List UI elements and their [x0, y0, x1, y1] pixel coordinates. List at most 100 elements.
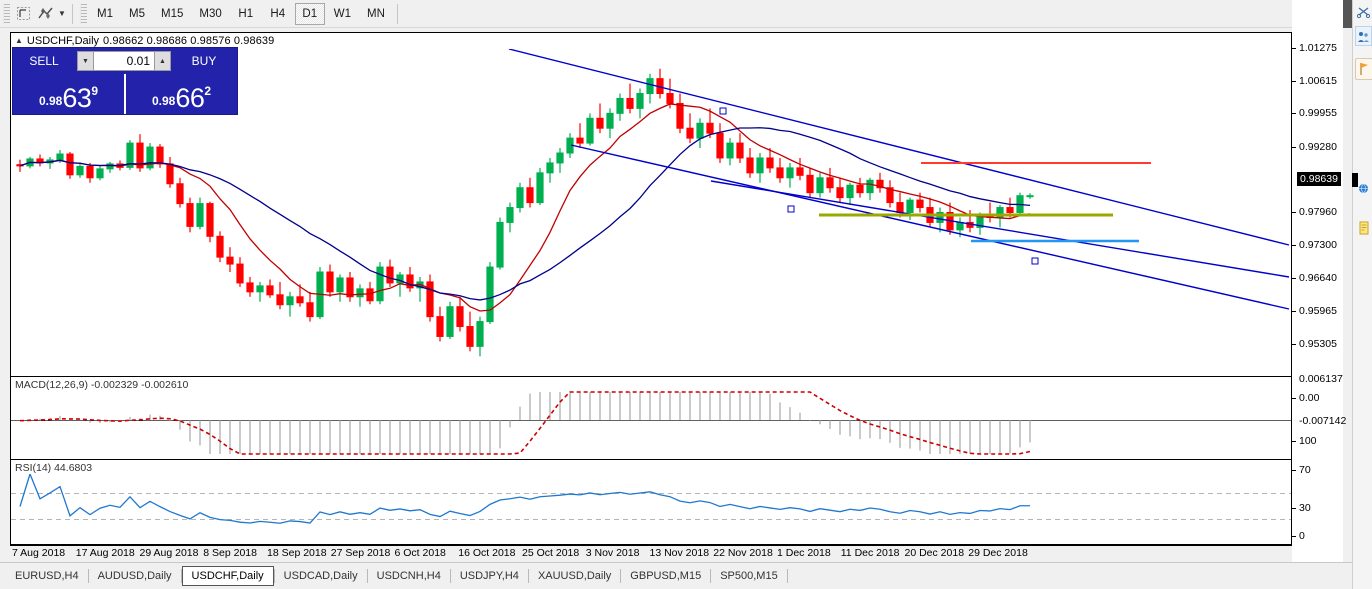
trendline-handle-0[interactable] — [719, 107, 727, 115]
volume-increase-icon[interactable]: ▲ — [154, 51, 171, 71]
timeframe-grip[interactable] — [80, 3, 87, 24]
tab-separator — [180, 569, 182, 583]
buy-button[interactable]: BUY — [191, 54, 217, 68]
trendline-lower[interactable] — [710, 180, 1290, 278]
timeframe-w1[interactable]: W1 — [333, 7, 351, 20]
sell-price[interactable]: 0.98 63 9 — [13, 74, 124, 114]
timeframe-d1[interactable]: D1 — [294, 2, 325, 25]
chart-tab-audusd-daily[interactable]: AUDUSD,Daily — [97, 570, 172, 582]
candle-body — [616, 97, 624, 114]
toolbar-separator-2 — [396, 3, 398, 24]
indicators-dropdown-caret-icon[interactable]: ▼ — [58, 9, 66, 18]
one-click-trading-panel[interactable]: SELL ▼ 0.01 ▲ BUY 0.98 63 9 0.98 66 2 — [12, 47, 238, 115]
candle-body — [266, 285, 274, 296]
crosshair-icon[interactable] — [12, 3, 34, 25]
candle-body — [716, 132, 724, 159]
tab-separator — [273, 569, 275, 583]
globe-icon[interactable] — [1355, 178, 1372, 198]
trendline-handle-1[interactable] — [787, 205, 795, 213]
price-tick-label: 0.99280 — [1299, 140, 1337, 153]
macd-label: MACD(12,26,9) -0.002329 -0.002610 — [15, 379, 192, 391]
candle-body — [956, 221, 964, 231]
candle-body — [246, 282, 254, 293]
macd-pane[interactable]: MACD(12,26,9) -0.002329 -0.002610 — [11, 378, 1291, 460]
candle-body — [56, 153, 64, 161]
trendline-upper[interactable] — [508, 49, 1290, 246]
rsi-tick-label: 30 — [1299, 501, 1311, 514]
rsi-pane[interactable]: RSI(14) 44.6803 — [11, 461, 1291, 543]
price-tick-label: 1.00615 — [1299, 74, 1337, 87]
scissors-icon[interactable] — [1355, 2, 1372, 22]
candle-body — [76, 165, 84, 176]
macd-signal-line — [19, 391, 1031, 455]
chart-tab-eurusd-h4[interactable]: EURUSD,H4 — [15, 570, 79, 582]
timeframe-mn[interactable]: MN — [367, 7, 385, 20]
candle-body — [586, 117, 594, 144]
chart-tab-sp500-m15[interactable]: SP500,M15 — [720, 570, 778, 582]
rsi-tick-label: 70 — [1299, 463, 1311, 476]
buy-price[interactable]: 0.98 66 2 — [124, 74, 237, 114]
candle-body — [666, 93, 674, 104]
toolbar-overflow-strip[interactable] — [1343, 0, 1352, 28]
price-tick-mark — [1291, 80, 1296, 82]
timeframe-m5[interactable]: M5 — [129, 7, 145, 20]
timeframe-m1[interactable]: M1 — [97, 7, 113, 20]
date-axis-label: 3 Nov 2018 — [585, 547, 640, 559]
tab-separator — [710, 569, 712, 583]
flag-icon[interactable] — [1355, 58, 1372, 80]
price-tick-mark — [1291, 311, 1296, 313]
candle-body — [136, 142, 144, 169]
candle-body — [1026, 195, 1034, 198]
toolbar-grip[interactable] — [3, 3, 10, 24]
rsi-tick-mark — [1291, 507, 1296, 509]
indicators-icon[interactable] — [34, 3, 56, 25]
trendline-mid[interactable] — [570, 144, 1290, 310]
candle-body — [286, 296, 294, 306]
candle-body — [426, 281, 434, 318]
people-icon[interactable] — [1355, 26, 1372, 46]
chart-area[interactable]: ▲ USDCHF,Daily 0.98662 0.98686 0.98576 0… — [10, 32, 1292, 545]
volume-input[interactable]: 0.01 — [94, 51, 154, 71]
date-axis-label: 18 Sep 2018 — [267, 547, 327, 559]
timeframe-h1[interactable]: H1 — [238, 7, 254, 20]
scale-drag-handle[interactable] — [1352, 173, 1358, 187]
chart-tab-usdchf-daily[interactable]: USDCHF,Daily — [181, 566, 274, 586]
chart-tab-bar: EURUSD,H4 AUDUSD,Daily USDCHF,Daily USDCAD,… — [0, 562, 1372, 589]
buy-price-main: 66 — [175, 83, 205, 113]
collapse-triangle-icon[interactable]: ▲ — [15, 36, 23, 45]
timeframe-m30[interactable]: M30 — [199, 7, 222, 20]
rsi-tick-label: 0 — [1299, 530, 1305, 542]
timeframe-h4[interactable]: H4 — [270, 7, 286, 20]
candle-body — [376, 266, 384, 302]
trendline-handle-2[interactable] — [1031, 257, 1039, 265]
candle-body — [536, 172, 544, 204]
rsi-line — [19, 472, 1030, 524]
note-icon[interactable] — [1355, 218, 1372, 238]
price-pane[interactable] — [11, 49, 1291, 377]
tab-separator — [620, 569, 622, 583]
timeframe-group: M1 M5 M15 M30 H1 H4 D1 W1 MN — [89, 0, 393, 28]
price-tick-label: 0.97960 — [1299, 206, 1337, 219]
chart-tab-usdjpy-h4[interactable]: USDJPY,H4 — [459, 570, 519, 582]
chart-tab-usdcnh-h4[interactable]: USDCNH,H4 — [376, 570, 441, 582]
price-tick-label: 0.96640 — [1299, 271, 1337, 284]
candle-body — [596, 117, 604, 129]
timeframe-m15[interactable]: M15 — [161, 7, 184, 20]
right-dock-panel[interactable] — [1352, 0, 1372, 589]
date-axis-label: 8 Sep 2018 — [203, 547, 257, 559]
scale-axis-line-0 — [1291, 46, 1292, 346]
sell-button[interactable]: SELL — [29, 54, 59, 68]
chart-tab-xauusd-daily[interactable]: XAUUSD,Daily — [537, 570, 612, 582]
candle-body — [526, 187, 534, 204]
chart-tab-usdcad-daily[interactable]: USDCAD,Daily — [283, 570, 358, 582]
tab-separator — [449, 569, 451, 583]
chart-tab-gbpusd-m15[interactable]: GBPUSD,M15 — [630, 570, 702, 582]
macd-tick-label: 0.006137 — [1299, 373, 1343, 385]
candle-body — [626, 97, 634, 109]
candle-body — [776, 167, 784, 179]
candle-body — [326, 271, 334, 293]
candle-body — [676, 102, 684, 129]
volume-decrease-icon[interactable]: ▼ — [77, 51, 94, 71]
volume-stepper[interactable]: ▼ 0.01 ▲ — [77, 50, 171, 72]
